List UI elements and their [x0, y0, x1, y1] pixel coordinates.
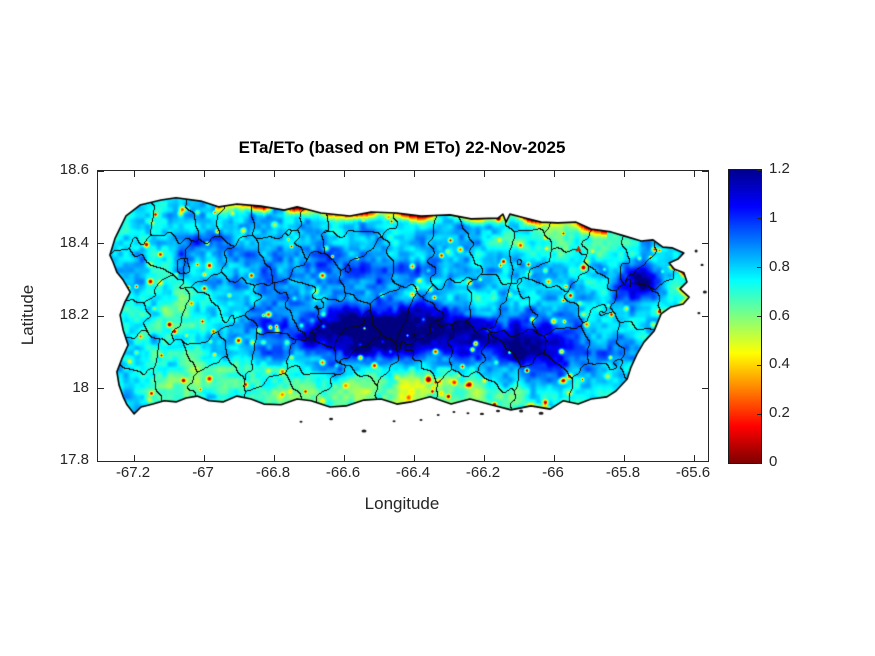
x-tick-label: -65.6: [675, 464, 711, 481]
tick-mark: [702, 460, 708, 462]
tick-mark: [133, 455, 135, 461]
tick-mark: [553, 455, 555, 461]
tick-mark: [98, 315, 104, 317]
x-tick-label: -67: [192, 464, 214, 481]
plot-area: [97, 170, 709, 462]
colorbar-tick-label: 0: [769, 453, 778, 470]
x-tick-label: -67.2: [115, 464, 151, 481]
tick-mark: [133, 171, 135, 177]
colorbar: [728, 169, 762, 464]
tick-mark: [98, 170, 104, 172]
colorbar-tick-mark: [757, 364, 761, 366]
colorbar-tick-label: 0.2: [769, 404, 790, 422]
tick-mark: [98, 460, 104, 462]
colorbar-tick-label: 1: [769, 208, 778, 226]
y-tick-label: 18.6: [59, 161, 89, 178]
colorbar-tick-mark: [757, 267, 761, 269]
colorbar-gradient: [729, 170, 761, 463]
tick-mark: [702, 170, 708, 172]
colorbar-tick-mark: [757, 413, 761, 415]
colorbar-tick-label: 1.2: [769, 160, 790, 177]
tick-mark: [343, 171, 345, 177]
puerto-rico-eta-eto-map: [98, 171, 708, 461]
tick-mark: [98, 388, 104, 389]
x-tick-label: -66.6: [325, 464, 361, 481]
chart-title: ETa/ETo (based on PM ETo) 22-Nov-2025: [238, 138, 566, 157]
x-tick-label: -66: [542, 464, 564, 481]
tick-mark: [623, 455, 625, 461]
tick-mark: [702, 243, 708, 244]
tick-mark: [413, 171, 415, 177]
tick-mark: [203, 455, 205, 461]
x-tick-label: -66.8: [255, 464, 291, 481]
tick-mark: [623, 171, 625, 177]
tick-mark: [273, 171, 275, 177]
tick-mark: [273, 455, 275, 461]
tick-mark: [702, 388, 708, 389]
tick-mark: [553, 171, 555, 177]
tick-mark: [98, 243, 104, 244]
y-tick-label: 18.4: [59, 233, 89, 251]
tick-mark: [693, 455, 695, 461]
colorbar-tick-mark: [757, 218, 761, 220]
y-tick-label: 17.8: [59, 451, 89, 468]
colorbar-tick-mark: [757, 316, 761, 317]
y-axis-label: Latitude: [18, 284, 37, 346]
tick-mark: [693, 171, 695, 177]
y-tick-label: 18.2: [59, 306, 89, 323]
colorbar-tick-label: 0.8: [769, 257, 790, 275]
tick-mark: [343, 455, 345, 461]
x-tick-label: -66.2: [465, 464, 501, 481]
tick-mark: [413, 455, 415, 461]
x-axis-label: Longitude: [364, 494, 440, 513]
x-tick-label: -65.8: [605, 464, 641, 481]
colorbar-tick-label: 0.6: [769, 306, 790, 324]
tick-mark: [203, 171, 205, 177]
colorbar-tick-mark: [757, 169, 761, 171]
tick-mark: [483, 455, 485, 461]
colorbar-tick-mark: [757, 462, 761, 464]
tick-mark: [702, 315, 708, 317]
y-tick-label: 18: [72, 378, 89, 396]
colorbar-tick-label: 0.4: [769, 355, 790, 373]
x-tick-label: -66.4: [395, 464, 431, 481]
tick-mark: [483, 171, 485, 177]
